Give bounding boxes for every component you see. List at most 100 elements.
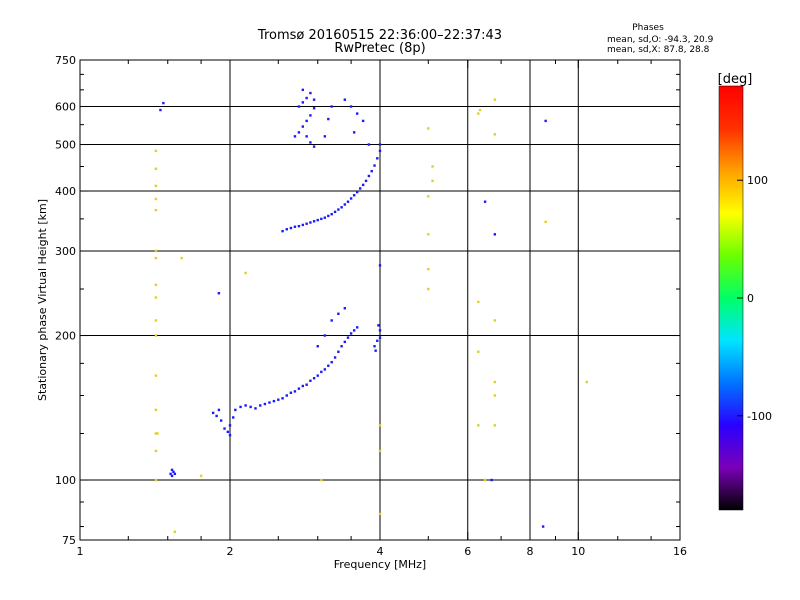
data-point	[337, 208, 340, 211]
data-point	[340, 206, 343, 209]
data-point	[239, 405, 242, 409]
data-point	[215, 414, 218, 418]
data-point	[305, 135, 308, 138]
data-point	[349, 197, 353, 200]
data-point	[154, 432, 158, 435]
data-point	[431, 165, 434, 168]
data-point	[316, 374, 319, 377]
data-point	[154, 334, 158, 337]
x-tick-label: 6	[464, 545, 471, 558]
data-point	[223, 427, 226, 430]
data-point	[427, 233, 430, 236]
data-point	[228, 433, 232, 437]
data-point	[330, 360, 333, 364]
data-point	[358, 187, 362, 190]
data-point	[477, 350, 480, 353]
data-point	[170, 468, 174, 472]
data-point	[544, 220, 547, 224]
data-point	[285, 228, 288, 231]
data-point	[343, 203, 347, 206]
data-point	[361, 119, 365, 123]
data-point	[301, 125, 305, 128]
data-point	[309, 221, 312, 224]
data-point	[427, 195, 430, 198]
data-point	[301, 223, 305, 227]
data-point	[289, 226, 293, 230]
data-point	[377, 324, 380, 327]
data-point	[373, 345, 376, 348]
data-point	[349, 332, 353, 335]
x-tick-label: 16	[673, 545, 687, 558]
data-point	[305, 96, 308, 100]
data-point	[337, 350, 340, 353]
data-point	[323, 368, 327, 371]
data-point	[378, 149, 382, 153]
data-point	[367, 174, 371, 178]
data-point	[374, 349, 377, 352]
data-point	[154, 374, 158, 377]
data-point	[367, 143, 371, 146]
data-point	[323, 135, 327, 138]
data-point	[232, 416, 235, 419]
data-point	[173, 472, 177, 476]
data-point	[352, 131, 356, 134]
data-point	[154, 319, 158, 322]
data-point	[376, 157, 379, 160]
colorbar-tick-label: 100	[747, 174, 768, 187]
data-point	[170, 474, 174, 478]
data-point	[281, 229, 284, 233]
chart-title: Tromsø 20160515 22:36:00–22:37:43	[257, 28, 502, 43]
data-point	[234, 408, 237, 412]
chart-subtitle: RwPretec (8p)	[334, 41, 425, 56]
data-point	[154, 256, 158, 260]
data-point	[427, 267, 430, 271]
data-point	[289, 391, 293, 394]
data-point	[493, 394, 497, 397]
data-point	[272, 399, 276, 403]
x-tick-label: 8	[527, 545, 534, 558]
data-point	[277, 398, 280, 401]
data-point	[309, 91, 312, 95]
data-point	[378, 424, 382, 427]
data-point	[154, 167, 158, 171]
data-point	[154, 149, 158, 153]
data-point	[323, 334, 327, 337]
data-point	[219, 419, 223, 422]
data-point	[156, 432, 159, 435]
y-tick-label: 600	[55, 101, 76, 114]
data-point	[309, 141, 312, 144]
data-point	[301, 384, 305, 388]
data-point	[493, 380, 497, 384]
data-point	[320, 370, 323, 374]
data-point	[493, 233, 497, 236]
data-point	[309, 114, 312, 117]
x-tick-label: 2	[227, 545, 234, 558]
data-point	[173, 530, 177, 534]
data-point	[352, 194, 356, 197]
data-point	[154, 449, 158, 453]
data-point	[355, 326, 359, 329]
data-point	[378, 512, 382, 516]
data-point	[352, 329, 356, 332]
data-point	[483, 478, 487, 482]
data-point	[333, 210, 337, 214]
data-point	[378, 449, 382, 453]
data-point	[305, 119, 308, 123]
data-point	[477, 112, 480, 115]
data-point	[493, 424, 497, 427]
data-point	[330, 319, 333, 322]
data-point	[355, 112, 359, 115]
data-point	[355, 190, 359, 194]
data-point	[343, 340, 347, 344]
data-point	[228, 424, 232, 427]
data-point	[337, 312, 340, 315]
y-axis-label: Stationary phase Virtual Height [km]	[36, 199, 49, 401]
data-point	[309, 379, 312, 382]
data-point	[254, 407, 257, 410]
data-point	[263, 402, 267, 406]
data-point	[169, 472, 172, 476]
data-point	[477, 300, 480, 304]
data-point	[285, 394, 288, 397]
data-point	[154, 283, 158, 287]
data-point	[370, 169, 373, 173]
